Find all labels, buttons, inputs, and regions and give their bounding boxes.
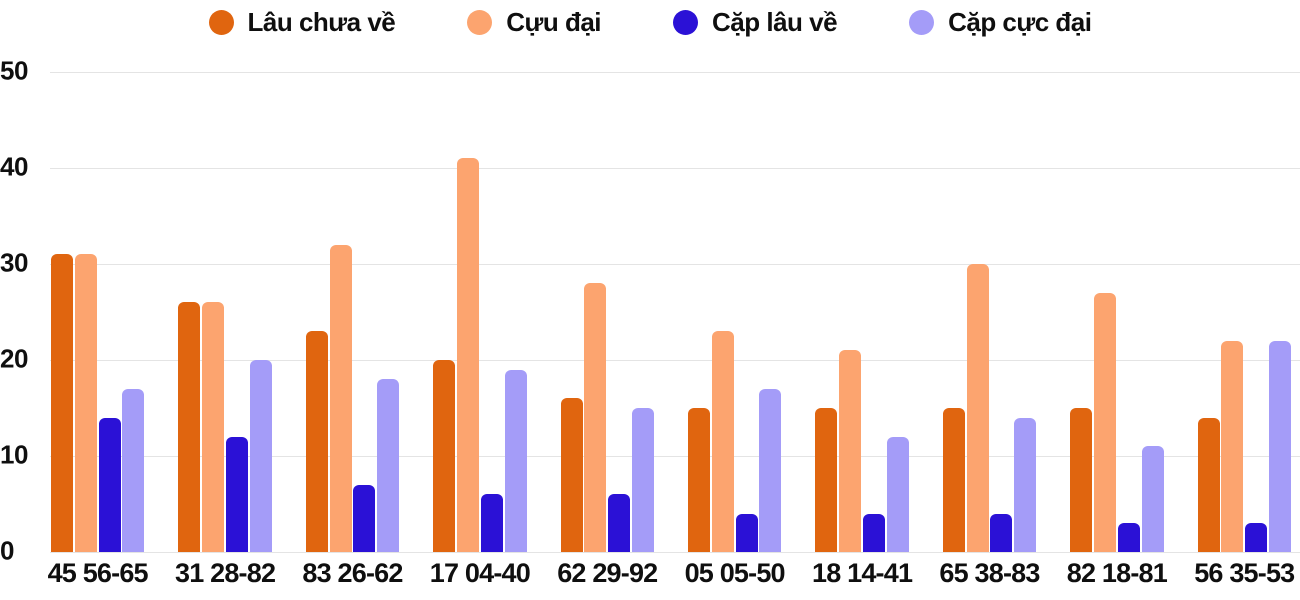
gridline [50, 456, 1300, 457]
bar [480, 494, 503, 552]
x-axis-category-label: 56 35-53 [1194, 558, 1295, 588]
bar [74, 254, 97, 552]
y-axis-tick-label: 30 [0, 247, 28, 278]
x-axis-category-label: 83 26-62 [302, 558, 403, 588]
bar [1070, 408, 1093, 552]
legend-item: Cặp cực đại [909, 6, 1092, 38]
bar [457, 158, 479, 552]
y-axis-tick-label: 0 [0, 535, 14, 566]
bar [735, 513, 758, 552]
y-axis-tick-label: 50 [0, 55, 28, 86]
x-axis-category-label: 31 28-82 [174, 558, 276, 588]
legend-swatch-circle-icon [467, 9, 493, 35]
legend-label: Cặp cực đại [948, 6, 1092, 37]
bar [1117, 523, 1140, 552]
x-axis-category-label: 17 04-40 [429, 558, 531, 588]
x-axis-category-label: 62 29-92 [557, 558, 658, 588]
bar [504, 369, 527, 552]
bar [1197, 417, 1220, 552]
gridline [50, 552, 1300, 553]
bar [1221, 340, 1244, 552]
chart-legend: Lâu chưa về Cựu đại Cặp lâu về Cặp cực đại [0, 4, 1300, 40]
bar [688, 408, 710, 552]
bar [1014, 417, 1037, 552]
bar [1094, 292, 1116, 552]
bar [1141, 446, 1164, 552]
legend-item: Lâu chưa về [208, 6, 396, 38]
legend-label: Cặp lâu về [712, 6, 838, 37]
x-axis-category-label: 45 56-65 [47, 558, 149, 588]
bar [886, 436, 909, 552]
x-axis-category-label: 05 05-50 [684, 558, 786, 588]
y-axis-tick-label: 20 [0, 343, 28, 374]
gridline [50, 72, 1300, 73]
legend-swatch-circle-icon [673, 9, 699, 35]
bar [632, 408, 654, 552]
bar [584, 283, 607, 552]
bar [305, 331, 328, 552]
bar [966, 264, 989, 552]
bar [1245, 523, 1268, 552]
bar [863, 513, 885, 552]
bar [51, 254, 73, 552]
x-axis-category-label: 18 14-41 [811, 558, 913, 588]
bar [711, 331, 734, 552]
legend-swatch-circle-icon [909, 9, 935, 35]
bar [353, 484, 376, 552]
legend-label: Cựu đại [506, 6, 602, 37]
bar [1269, 340, 1291, 552]
bar [942, 408, 965, 552]
bar [759, 388, 782, 552]
bar [226, 436, 248, 552]
bar [990, 513, 1013, 552]
x-axis-category-label: 82 18-81 [1066, 558, 1168, 588]
gridline [50, 168, 1300, 169]
bar [377, 379, 400, 552]
bar [122, 388, 145, 552]
y-axis-tick-label: 40 [0, 151, 28, 182]
bar [815, 408, 838, 552]
bar [98, 417, 121, 552]
legend-item: Cựu đại [467, 6, 602, 38]
bar [433, 360, 456, 552]
bar [839, 350, 862, 552]
bar [329, 244, 352, 552]
bar [560, 398, 583, 552]
gridline [50, 264, 1300, 265]
bar [178, 302, 201, 552]
bar [202, 302, 225, 552]
legend-item: Cặp lâu về [673, 6, 838, 38]
gridline [50, 360, 1300, 361]
y-axis-tick-label: 10 [0, 439, 28, 470]
legend-swatch-circle-icon [208, 9, 234, 35]
legend-label: Lâu chưa về [247, 6, 396, 37]
bar [608, 494, 631, 552]
x-axis-category-label: 65 38-83 [939, 558, 1040, 588]
bar [249, 360, 272, 552]
